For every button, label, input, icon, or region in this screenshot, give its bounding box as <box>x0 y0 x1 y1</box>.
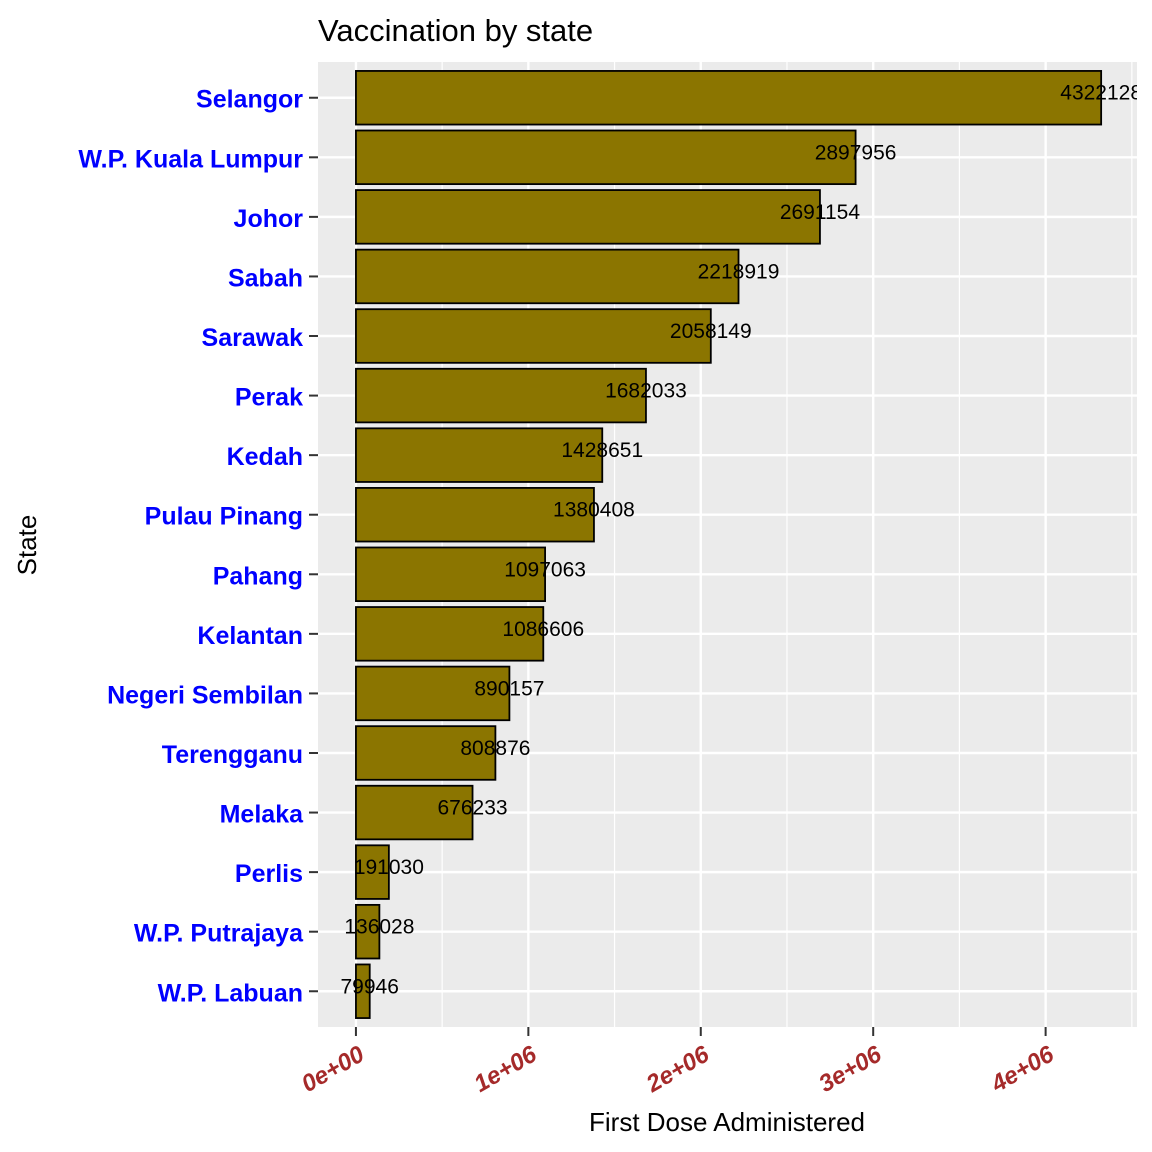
y-tick-label: Kedah <box>227 443 303 471</box>
data-label: 2897956 <box>815 141 897 164</box>
x-axis-title: First Dose Administered <box>589 1107 865 1137</box>
x-tick-label: 2e+06 <box>641 1040 714 1098</box>
x-tick-label: 4e+06 <box>986 1040 1059 1098</box>
y-tick-label: Johor <box>234 205 304 233</box>
bar <box>355 844 390 900</box>
x-tick-label: 0e+00 <box>297 1040 369 1097</box>
y-tick-label: W.P. Putrajaya <box>134 920 304 948</box>
bar <box>355 665 511 722</box>
bar <box>355 129 857 186</box>
bar <box>355 248 740 305</box>
bars <box>355 70 1103 1019</box>
data-label: 2691154 <box>780 201 861 224</box>
data-label: 676233 <box>437 797 507 820</box>
data-label: 1380408 <box>553 499 635 522</box>
data-label: 1428651 <box>561 439 643 462</box>
data-label: 1097063 <box>504 558 586 581</box>
data-label: 1086606 <box>502 618 584 641</box>
chart-title: Vaccination by state <box>318 13 593 48</box>
bar <box>355 70 1103 126</box>
y-tick-label: W.P. Kuala Lumpur <box>78 145 303 173</box>
bar <box>355 606 545 662</box>
data-labels: 4322128 2897956 2691154 2218919 2058149 16820… <box>341 82 1142 999</box>
y-tick-label: Sabah <box>228 264 303 292</box>
bar <box>355 963 371 1019</box>
data-label: 2218919 <box>698 260 780 283</box>
y-tick-label: Negeri Sembilan <box>107 681 303 709</box>
bar <box>355 367 647 424</box>
y-axis: Selangor W.P. Kuala Lumpur Johor Sabah Saraw… <box>78 86 318 1007</box>
y-tick-label: Kelantan <box>197 622 303 650</box>
y-tick-label: Perak <box>235 384 303 412</box>
data-label: 2058149 <box>670 320 752 343</box>
y-tick-label: Pulau Pinang <box>145 503 303 531</box>
data-label: 808876 <box>460 737 530 760</box>
data-label: 4322128 <box>1060 82 1142 105</box>
data-label: 890157 <box>474 677 544 700</box>
x-tick-label: 1e+06 <box>469 1040 541 1097</box>
data-label: 136028 <box>344 916 414 939</box>
data-label: 1682033 <box>605 380 687 403</box>
y-tick-label: Terengganu <box>162 741 303 769</box>
y-tick-label: Selangor <box>196 86 303 114</box>
bar <box>355 546 546 602</box>
bar <box>355 725 497 781</box>
y-axis-title: State <box>12 515 42 576</box>
bar <box>355 487 595 543</box>
bar <box>355 308 712 364</box>
x-axis: 0e+00 1e+06 2e+06 3e+06 4e+06 <box>297 1027 1059 1098</box>
bar <box>355 784 474 841</box>
y-tick-label: Sarawak <box>202 324 304 352</box>
y-tick-label: W.P. Labuan <box>158 979 303 1007</box>
x-tick-label: 3e+06 <box>814 1040 886 1097</box>
y-tick-label: Melaka <box>220 801 304 829</box>
data-label: 191030 <box>354 856 424 879</box>
y-tick-label: Pahang <box>213 562 303 590</box>
bar <box>355 189 821 245</box>
bar <box>355 427 604 483</box>
data-label: 79946 <box>341 975 399 998</box>
y-tick-label: Perlis <box>235 860 303 888</box>
bar <box>355 903 381 960</box>
